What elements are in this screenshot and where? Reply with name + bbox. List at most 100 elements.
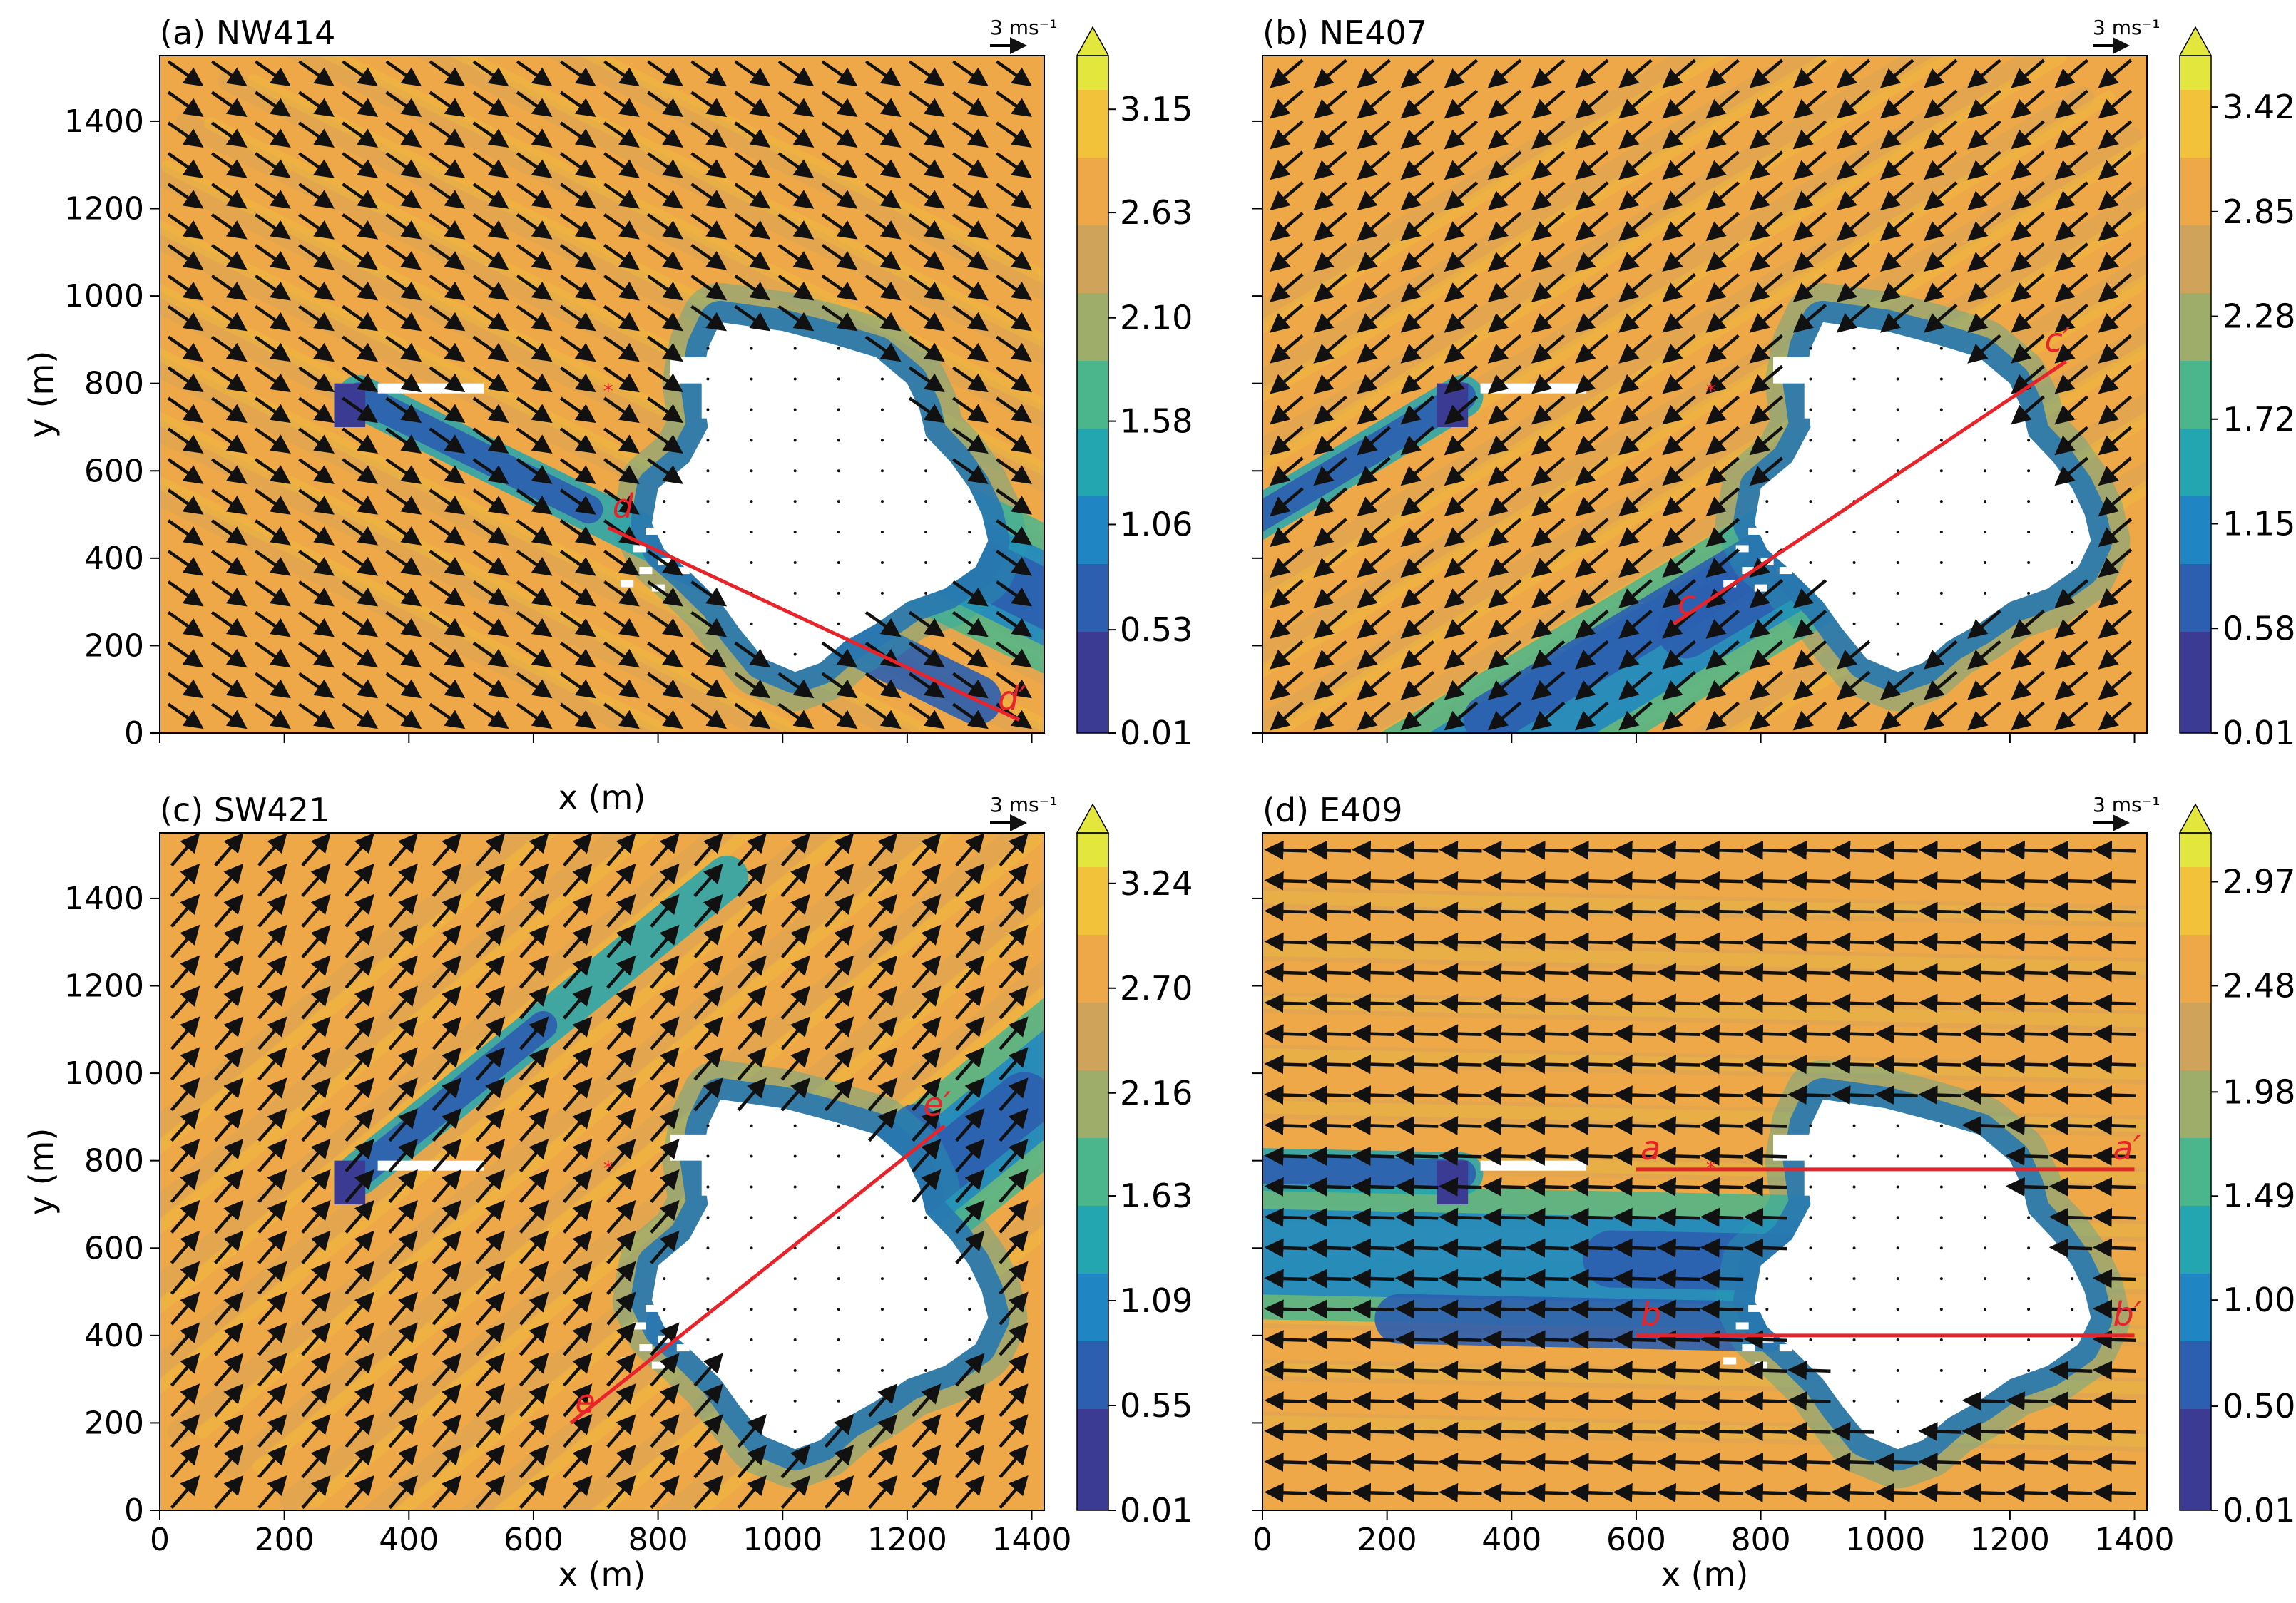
wind-vector [1924, 58, 1958, 88]
wind-vector [1700, 1177, 1744, 1197]
colorbar-tick-label: 0.50 [2223, 1387, 2295, 1425]
wind-vector [996, 488, 1032, 515]
wind-vector [1531, 303, 1566, 333]
calm-dot [1983, 1246, 1986, 1250]
wind-vector [1351, 993, 1395, 1013]
wind-vector [1487, 303, 1522, 333]
wind-vector [1531, 395, 1566, 425]
colorbar-tick-label: 1.06 [1120, 505, 1193, 543]
wind-vector [2092, 1024, 2136, 1044]
wind-vector [298, 183, 335, 209]
wind-vector [1575, 89, 1609, 119]
wind-vector [1705, 272, 1740, 302]
wind-vector [2054, 272, 2089, 302]
wind-vector [1662, 89, 1696, 119]
colorbar-band [2180, 462, 2211, 496]
calm-dot [837, 1154, 840, 1158]
colorbar-tick-label: 2.16 [1120, 1074, 1193, 1112]
calm-dot [750, 1368, 753, 1372]
wind-vector [1270, 640, 1304, 670]
wind-vector [1924, 120, 1958, 150]
calm-dot [1809, 1154, 1812, 1158]
wind-vector [1394, 963, 1439, 983]
colorbar-tick-label: 1.63 [1120, 1177, 1193, 1215]
wind-vector [1705, 456, 1740, 486]
wind-vector [1836, 640, 1871, 670]
wind-vector [1700, 1269, 1744, 1289]
calm-dot [750, 408, 753, 411]
wind-vector [1749, 303, 1784, 333]
wind-vector [1618, 670, 1653, 700]
wind-vector [780, 1475, 811, 1510]
wind-vector [777, 274, 815, 301]
wind-vector [1264, 1085, 1307, 1105]
wind-vector [1743, 1085, 1787, 1105]
wind-vector [1270, 89, 1304, 119]
colorbar-band [1077, 394, 1108, 429]
wind-vector [298, 672, 335, 699]
colorbar-band [2180, 1239, 2211, 1274]
calm-dot [1983, 591, 1986, 595]
wind-vector [603, 366, 640, 393]
wind-vector [1743, 993, 1787, 1013]
wind-vector [734, 213, 771, 240]
dark-block [1437, 383, 1469, 427]
wind-vector [1575, 518, 1609, 548]
building [639, 567, 653, 575]
streak [1262, 185, 2147, 733]
wind-vector [1351, 1024, 1395, 1044]
wind-vector [1656, 1422, 1700, 1442]
wind-vector [342, 274, 379, 301]
wind-vector [1618, 120, 1653, 150]
wind-vector [385, 488, 422, 515]
wind-vector [690, 580, 728, 607]
wind-vector [167, 488, 204, 515]
building-strip [377, 383, 484, 394]
wind-vector [999, 1475, 1029, 1510]
colorbar-band [2180, 89, 2211, 124]
wind-vector [1618, 548, 1653, 578]
wind-vector [1307, 932, 1352, 952]
wind-vector [1444, 120, 1479, 150]
colorbar-band [2180, 699, 2211, 734]
calm-dot [1896, 347, 1899, 350]
wind-vector [1743, 1177, 1787, 1197]
wind-vector [951, 244, 989, 270]
wind-vector [603, 488, 640, 515]
wind-vector [1357, 212, 1391, 242]
wind-vector [1487, 426, 1522, 456]
wind-vector [559, 702, 596, 729]
wind-vector [1613, 1177, 1656, 1197]
building [1723, 1357, 1737, 1365]
wind-vector [1656, 1146, 1700, 1166]
wind-vector [1357, 364, 1391, 394]
wind-vector [1313, 334, 1347, 364]
wind-vector [342, 396, 379, 424]
wind-vector [1444, 579, 1479, 608]
wind-vector [1531, 640, 1566, 670]
wind-vector [1526, 993, 1569, 1013]
wind-vector [1662, 456, 1696, 486]
building [1748, 1304, 1762, 1312]
calm-dot [793, 439, 797, 442]
wind-vector [1307, 993, 1352, 1013]
wind-vector [1487, 334, 1522, 364]
wind-vector [1444, 548, 1479, 578]
wind-vector [1531, 487, 1566, 517]
wind-vector [1482, 871, 1526, 891]
streak [1689, 460, 2147, 733]
wind-vector [1874, 1085, 1918, 1105]
wind-vector [1613, 1482, 1656, 1502]
wind-vector [1394, 1330, 1439, 1350]
wind-vector [647, 672, 683, 699]
calm-dot [706, 408, 710, 411]
calm-dot [750, 1246, 753, 1250]
y-tick-label: 800 [84, 366, 144, 402]
wind-vector [1831, 1422, 1874, 1442]
wind-vector [210, 672, 248, 699]
wind-vector [1836, 181, 1871, 211]
building-strip [1480, 1160, 1587, 1171]
wind-vector [1264, 1299, 1307, 1319]
wind-vector [1264, 993, 1307, 1013]
wind-vector [1482, 993, 1526, 1013]
